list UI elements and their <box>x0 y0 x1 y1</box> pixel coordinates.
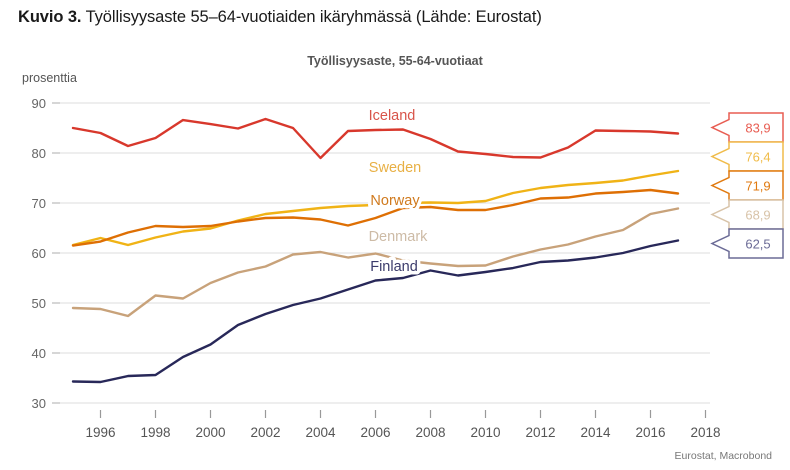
series-line-sweden <box>71 169 680 247</box>
callout-value: 76,4 <box>745 150 770 165</box>
source-note: Eurostat, Macrobond <box>674 450 772 462</box>
series-label-finland: Finland <box>370 259 418 275</box>
chart-title: Työllisyysaste, 55-64-vuotiaat <box>307 54 483 68</box>
data-series-lines <box>71 117 680 384</box>
series-line-finland <box>71 239 680 384</box>
y-tick-label: 90 <box>32 96 46 111</box>
y-tick-label: 60 <box>32 246 46 261</box>
callout-value: 62,5 <box>745 237 770 252</box>
series-label-halo: Iceland <box>369 108 416 124</box>
figure-caption: Kuvio 3. Työllisyysaste 55–64-vuotiaiden… <box>18 8 778 27</box>
x-tick-label: 2004 <box>305 425 336 440</box>
callout-box <box>710 199 784 230</box>
x-tick-label: 2008 <box>415 425 445 440</box>
series-label-norway: Norway <box>370 193 420 209</box>
series-label-denmark: Denmark <box>369 229 429 245</box>
series-line-iceland <box>71 117 680 160</box>
figure-caption-text: Työllisyysaste 55–64-vuotiaiden ikäryhmä… <box>81 8 542 26</box>
y-tick-label: 30 <box>32 396 46 411</box>
gridlines <box>60 102 710 404</box>
series-label-halo: Finland <box>370 259 418 275</box>
series-label-sweden: Sweden <box>369 160 421 176</box>
x-tick-label: 1998 <box>140 425 170 440</box>
x-tick-label: 2014 <box>580 425 611 440</box>
series-line-norway <box>71 188 680 247</box>
end-value-callouts: 83,9 76,4 71,9 68,9 62,5 <box>710 112 784 259</box>
x-tick-label: 2018 <box>690 425 720 440</box>
callout-box <box>710 228 784 259</box>
x-tick-label: 2010 <box>470 425 500 440</box>
series-label-halo: Sweden <box>369 160 421 176</box>
callout-box <box>710 170 784 201</box>
x-tick-label: 2016 <box>635 425 665 440</box>
x-tick-label: 2006 <box>360 425 390 440</box>
series-label-iceland: Iceland <box>369 108 416 124</box>
series-line-denmark <box>71 207 680 318</box>
y-tick-label: 40 <box>32 346 46 361</box>
x-tick-label: 1996 <box>85 425 115 440</box>
callout-box <box>710 112 784 143</box>
callout-value: 71,9 <box>745 179 770 194</box>
y-axis-ticks: 30 40 50 60 70 80 90 <box>32 96 60 411</box>
y-axis-unit-label: prosenttia <box>22 71 77 85</box>
callout-value: 83,9 <box>745 121 770 136</box>
x-tick-label: 2002 <box>250 425 280 440</box>
callout-box <box>710 141 784 172</box>
y-tick-label: 80 <box>32 146 46 161</box>
figure-number: Kuvio 3. <box>18 8 82 26</box>
x-axis-ticks: 1996 1998 2000 2002 2004 2006 2008 2010 2012 2014… <box>85 410 721 440</box>
series-label-halo: Norway <box>370 193 420 209</box>
y-tick-label: 50 <box>32 296 46 311</box>
series-inline-labels: IcelandIcelandSwedenSwedenNorwayNorwayDe… <box>365 105 432 279</box>
callout-value: 68,9 <box>745 208 770 223</box>
series-label-halo: Denmark <box>369 229 429 245</box>
x-tick-label: 2012 <box>525 425 555 440</box>
x-tick-label: 2000 <box>195 425 225 440</box>
y-tick-label: 70 <box>32 196 46 211</box>
